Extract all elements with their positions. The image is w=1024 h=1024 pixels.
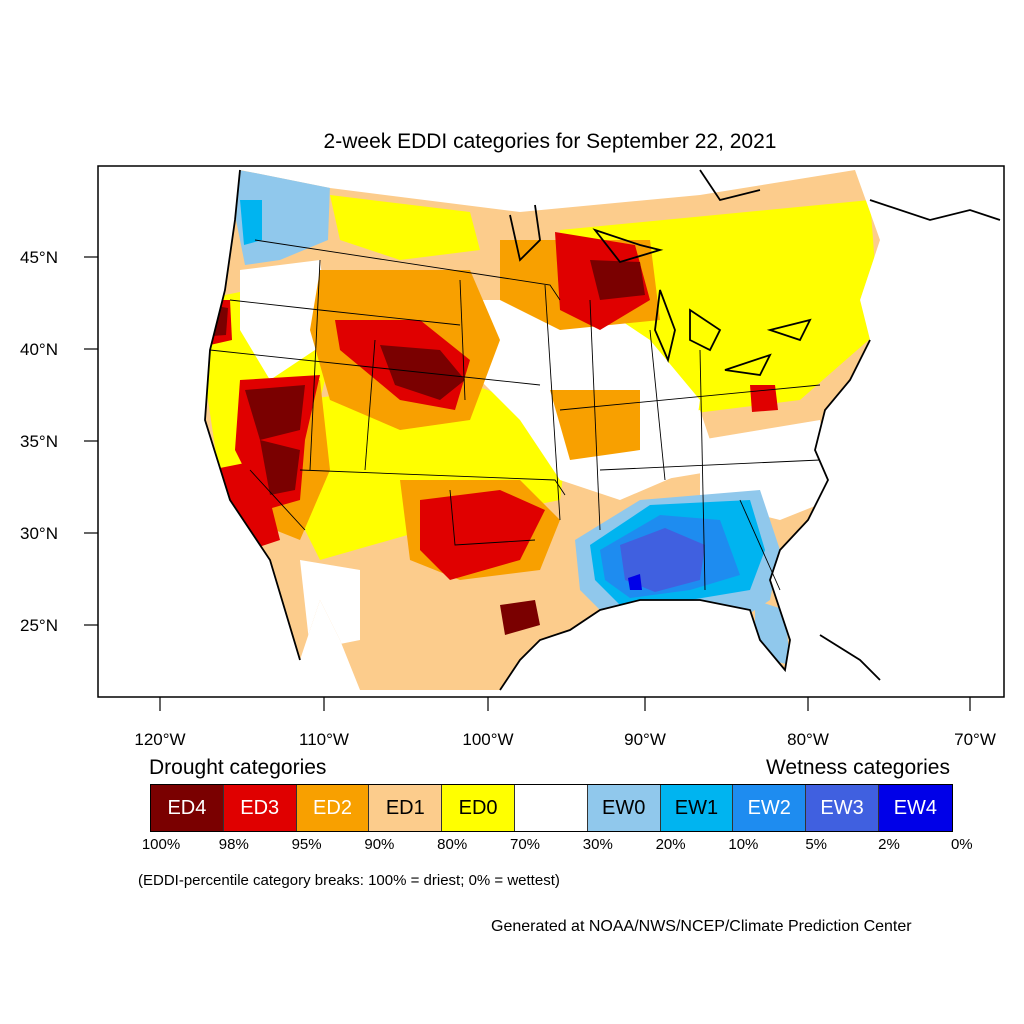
- lon-tick-label-120w: 120°W: [134, 730, 185, 749]
- break-label: 95%: [291, 836, 322, 853]
- lon-ticks: [159, 697, 971, 711]
- region-ed4-nevada: [245, 385, 305, 440]
- region-ew0-washington: [236, 170, 330, 265]
- break-label: 20%: [655, 836, 686, 853]
- region-neutral-texas: [300, 560, 360, 650]
- coastlines: [204, 169, 1001, 691]
- region-ed4-arizona: [260, 440, 300, 495]
- credit-line: Generated at NOAA/NWS/NCEP/Climate Predi…: [491, 918, 912, 935]
- legend-swatch-ew1: EW1: [660, 785, 734, 831]
- legend-swatch-ed0: ED0: [442, 785, 515, 831]
- region-ed4-lake-superior: [590, 260, 645, 300]
- map-title: 2-week EDDI categories for September 22,…: [323, 130, 777, 153]
- region-ew4-delta: [628, 574, 642, 590]
- region-ed4-texas: [500, 600, 540, 635]
- region-neutral-northwest: [240, 260, 330, 380]
- break-label: 30%: [582, 836, 613, 853]
- lat-ticks: [84, 256, 98, 626]
- lon-tick-label-100w: 100°W: [462, 730, 513, 749]
- legend-swatch-ed1: ED1: [369, 785, 443, 831]
- region-ed0-north: [330, 195, 480, 260]
- region-ed3-southern-plains: [420, 490, 545, 580]
- region-ed0-plains: [290, 380, 570, 560]
- legend-swatch-ew2: EW2: [733, 785, 807, 831]
- break-label: 70%: [509, 836, 541, 853]
- lon-tick-label-90w: 90°W: [624, 730, 666, 749]
- lon-tick-label-70w: 70°W: [954, 730, 996, 749]
- lat-tick-label-30: 30°N: [20, 524, 58, 543]
- legend-swatch-ew0: EW0: [587, 785, 661, 831]
- region-ed4-oregon-coast: [210, 305, 228, 336]
- wetness-categories-heading: Wetness categories: [765, 756, 950, 779]
- break-label: 80%: [437, 836, 468, 853]
- drought-categories-heading: Drought categories: [149, 756, 327, 779]
- break-label: 98%: [218, 836, 249, 853]
- lon-tick-label-110w: 110°W: [299, 730, 349, 749]
- legend-swatch-ew3: EW3: [806, 785, 879, 831]
- legend-swatch-ed4: ED4: [151, 785, 224, 831]
- lon-tick-label-80w: 80°W: [787, 730, 829, 749]
- legend-swatch-ed2: ED2: [296, 785, 370, 831]
- category-legend: ED4 ED3 ED2 ED1 ED0 EW0 EW1 EW2 EW3 EW4: [150, 784, 953, 832]
- legend-swatch-ew4: EW4: [878, 785, 952, 831]
- legend-swatch-neutral: [514, 785, 588, 831]
- category-field: [204, 169, 1001, 691]
- state-boundaries: [209, 239, 821, 591]
- region-ew3-mississippi: [620, 528, 705, 592]
- break-label: 100%: [141, 836, 181, 853]
- break-label: 10%: [728, 836, 759, 853]
- lat-tick-label-45: 45°N: [20, 248, 58, 267]
- break-label: 5%: [805, 836, 828, 853]
- map-frame: [97, 165, 1005, 698]
- region-ew1-washington: [240, 200, 262, 245]
- lat-tick-label-40: 40°N: [20, 340, 58, 359]
- region-ed3-california: [210, 460, 280, 550]
- legend-swatch-ed3: ED3: [223, 785, 297, 831]
- lat-tick-label-25: 25°N: [20, 616, 58, 635]
- category-note: (EDDI-percentile category breaks: 100% =…: [138, 872, 560, 889]
- region-ed3-kentucky: [750, 385, 778, 412]
- break-label: 0%: [950, 836, 973, 853]
- break-label: 2%: [878, 836, 900, 853]
- lat-tick-label-35: 35°N: [20, 432, 58, 451]
- percentile-breaks: 100% 98% 95% 90% 80% 70% 30% 20% 10% 5% 2% 0%: [0, 836, 1024, 856]
- break-label: 90%: [364, 836, 395, 853]
